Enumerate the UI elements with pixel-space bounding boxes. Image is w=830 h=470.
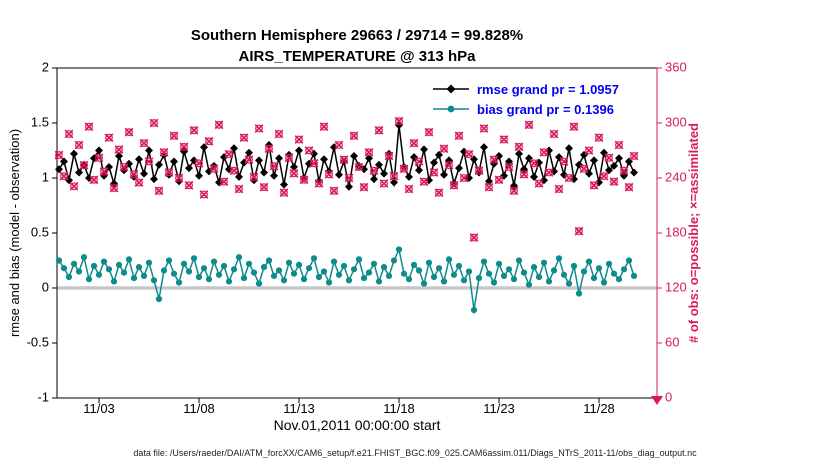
rmse-line-sample-icon bbox=[433, 84, 469, 94]
x-axis-label: Nov.01,2011 00:00:00 start bbox=[273, 417, 441, 433]
legend-label-bias: bias grand pr = 0.1396 bbox=[477, 101, 614, 117]
clipped-obs-marker-icon bbox=[651, 396, 663, 405]
legend-label-rmse: rmse grand pr = 1.0957 bbox=[477, 81, 619, 97]
right-y-axis-label: # of obs: o=possible; ×=assimilated bbox=[686, 123, 701, 343]
legend-item-rmse: rmse grand pr = 1.0957 bbox=[432, 81, 619, 97]
left-y-axis-label: rmse and bias (model - observation) bbox=[7, 128, 22, 338]
legend: rmse grand pr = 1.0957 bias grand pr = 0… bbox=[428, 79, 623, 119]
legend-item-bias: bias grand pr = 0.1396 bbox=[432, 101, 619, 117]
data-file-path: data file: /Users/raeder/DAI/ATM_forcXX/… bbox=[133, 448, 697, 458]
bias-line-sample-icon bbox=[433, 105, 469, 113]
chart-title: Southern Hemisphere 29663 / 29714 = 99.8… bbox=[190, 27, 524, 44]
chart-subtitle: AIRS_TEMPERATURE @ 313 hPa bbox=[238, 48, 476, 65]
